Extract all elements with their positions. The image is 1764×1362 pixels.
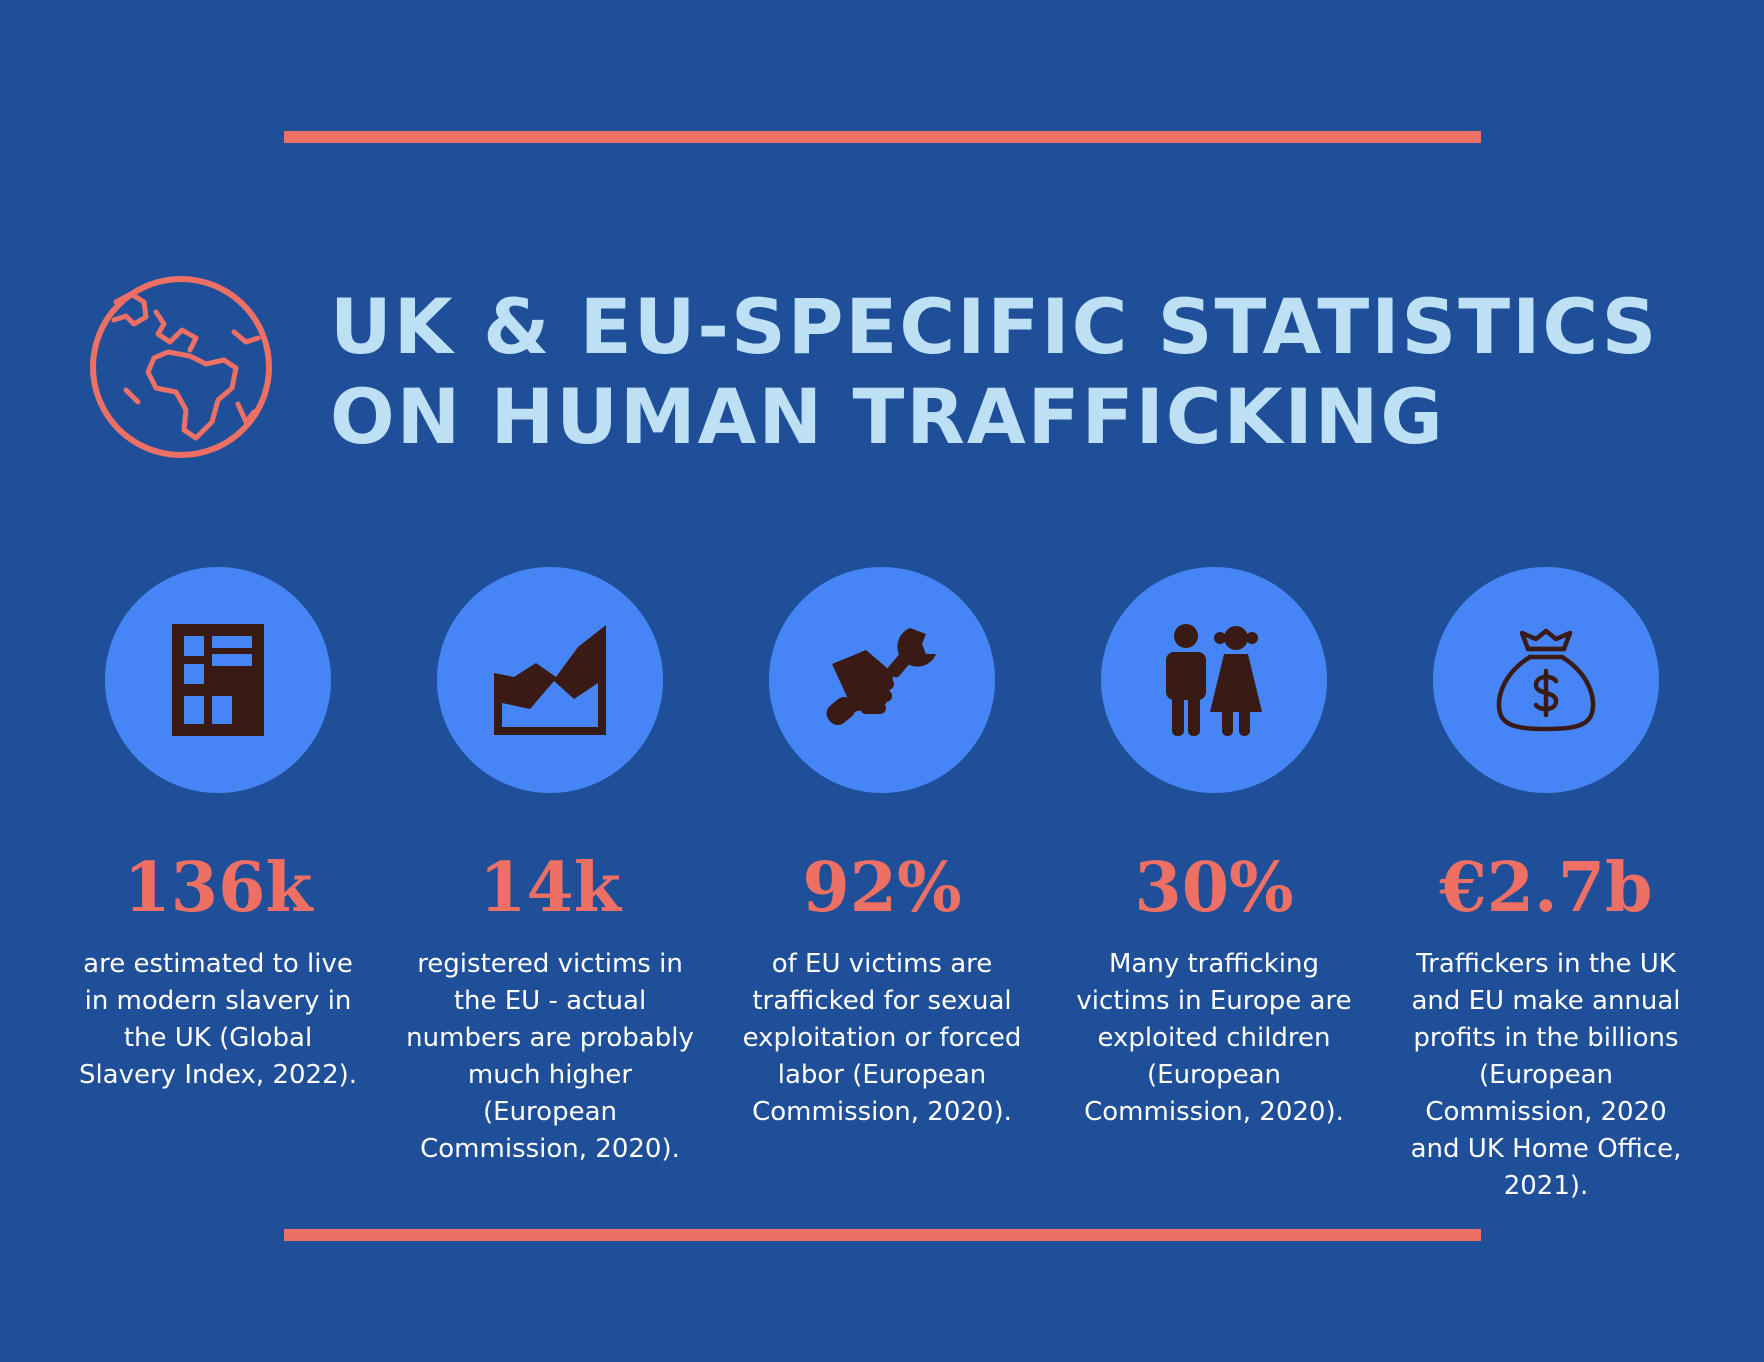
page-title: UK & EU-SPECIFIC STATISTICS ON HUMAN TRA…: [330, 282, 1730, 462]
title-line-2: ON HUMAN TRAFFICKING: [330, 372, 1445, 461]
globe-icon: [90, 276, 272, 458]
hand-wrench-icon: [826, 628, 936, 725]
stat-card-profits: €2.7b Traffickers in the UK and EU make …: [1396, 567, 1696, 1205]
stat-description: of EU victims are trafficked for sexual …: [742, 949, 1022, 1127]
stat-card-eu-victims: 14k registered victims in the EU - actua…: [400, 567, 700, 1168]
building-icon: [172, 624, 264, 736]
stat-description: registered victims in the EU - actual nu…: [406, 949, 694, 1164]
stat-icon-circle: [1101, 567, 1327, 793]
bottom-divider: [284, 1229, 1481, 1241]
stat-value: 136k: [123, 848, 313, 928]
children-icon: [1166, 624, 1262, 736]
stat-icon-circle: [105, 567, 331, 793]
area-chart-icon: [494, 625, 606, 735]
stat-value: 92%: [802, 848, 962, 928]
stat-icon-circle: [1433, 567, 1659, 793]
stat-value: €2.7b: [1439, 848, 1653, 928]
money-bag-icon: [1496, 628, 1596, 732]
stat-card-children: 30% Many trafficking victims in Europe a…: [1064, 567, 1364, 1131]
title-line-1: UK & EU-SPECIFIC STATISTICS: [330, 282, 1659, 371]
stat-value: 30%: [1134, 848, 1294, 928]
stat-description: are estimated to live in modern slavery …: [78, 949, 358, 1090]
top-divider: [284, 131, 1481, 143]
stat-icon-circle: [437, 567, 663, 793]
stat-icon-circle: [769, 567, 995, 793]
stat-card-slavery-uk: 136k are estimated to live in modern sla…: [68, 567, 368, 1094]
stat-value: 14k: [479, 848, 621, 928]
stat-card-exploitation: 92% of EU victims are trafficked for sex…: [732, 567, 1032, 1131]
stat-description: Traffickers in the UK and EU make annual…: [1410, 949, 1682, 1201]
stat-description: Many trafficking victims in Europe are e…: [1076, 949, 1352, 1127]
